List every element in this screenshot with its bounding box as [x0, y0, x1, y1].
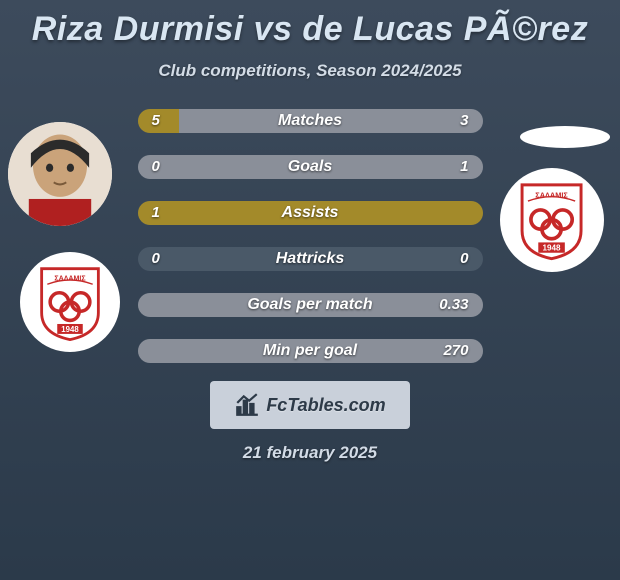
- date-label: 21 february 2025: [243, 443, 377, 463]
- chart-icon: [234, 392, 260, 418]
- stat-bar: 53Matches: [138, 109, 483, 133]
- player1-avatar: [8, 122, 112, 226]
- club-badge-icon: ΣΑΛΑΜΙΣ 1948: [31, 263, 109, 341]
- stat-label: Goals per match: [138, 293, 483, 317]
- stat-bar: 00Hattricks: [138, 247, 483, 271]
- stat-bar: 0.33Goals per match: [138, 293, 483, 317]
- stats-list: 53Matches 01Goals 1Assists 00Hattricks 0.33G…: [138, 109, 483, 363]
- svg-text:ΣΑΛΑΜΙΣ: ΣΑΛΑΜΙΣ: [54, 275, 86, 283]
- stat-bar: 01Goals: [138, 155, 483, 179]
- stat-label: Goals: [138, 155, 483, 179]
- watermark-text: FcTables.com: [266, 395, 385, 416]
- svg-text:1948: 1948: [61, 325, 79, 334]
- club-badge-icon: ΣΑΛΑΜΙΣ 1948: [511, 179, 592, 260]
- stat-bar: 270Min per goal: [138, 339, 483, 363]
- page-title: Riza Durmisi vs de Lucas PÃ©rez: [32, 10, 588, 49]
- stat-label: Matches: [138, 109, 483, 133]
- svg-text:1948: 1948: [543, 244, 562, 253]
- stat-bar: 1Assists: [138, 201, 483, 225]
- card: Riza Durmisi vs de Lucas PÃ©rez Club com…: [0, 0, 620, 580]
- stat-label: Min per goal: [138, 339, 483, 363]
- watermark: FcTables.com: [210, 381, 410, 429]
- stat-label: Assists: [138, 201, 483, 225]
- player2-avatar: [520, 126, 610, 148]
- stat-label: Hattricks: [138, 247, 483, 271]
- subtitle: Club competitions, Season 2024/2025: [158, 61, 461, 81]
- player1-club-badge: ΣΑΛΑΜΙΣ 1948: [20, 252, 120, 352]
- svg-text:ΣΑΛΑΜΙΣ: ΣΑΛΑΜΙΣ: [536, 191, 569, 200]
- person-icon: [8, 122, 112, 226]
- player2-club-badge: ΣΑΛΑΜΙΣ 1948: [500, 168, 604, 272]
